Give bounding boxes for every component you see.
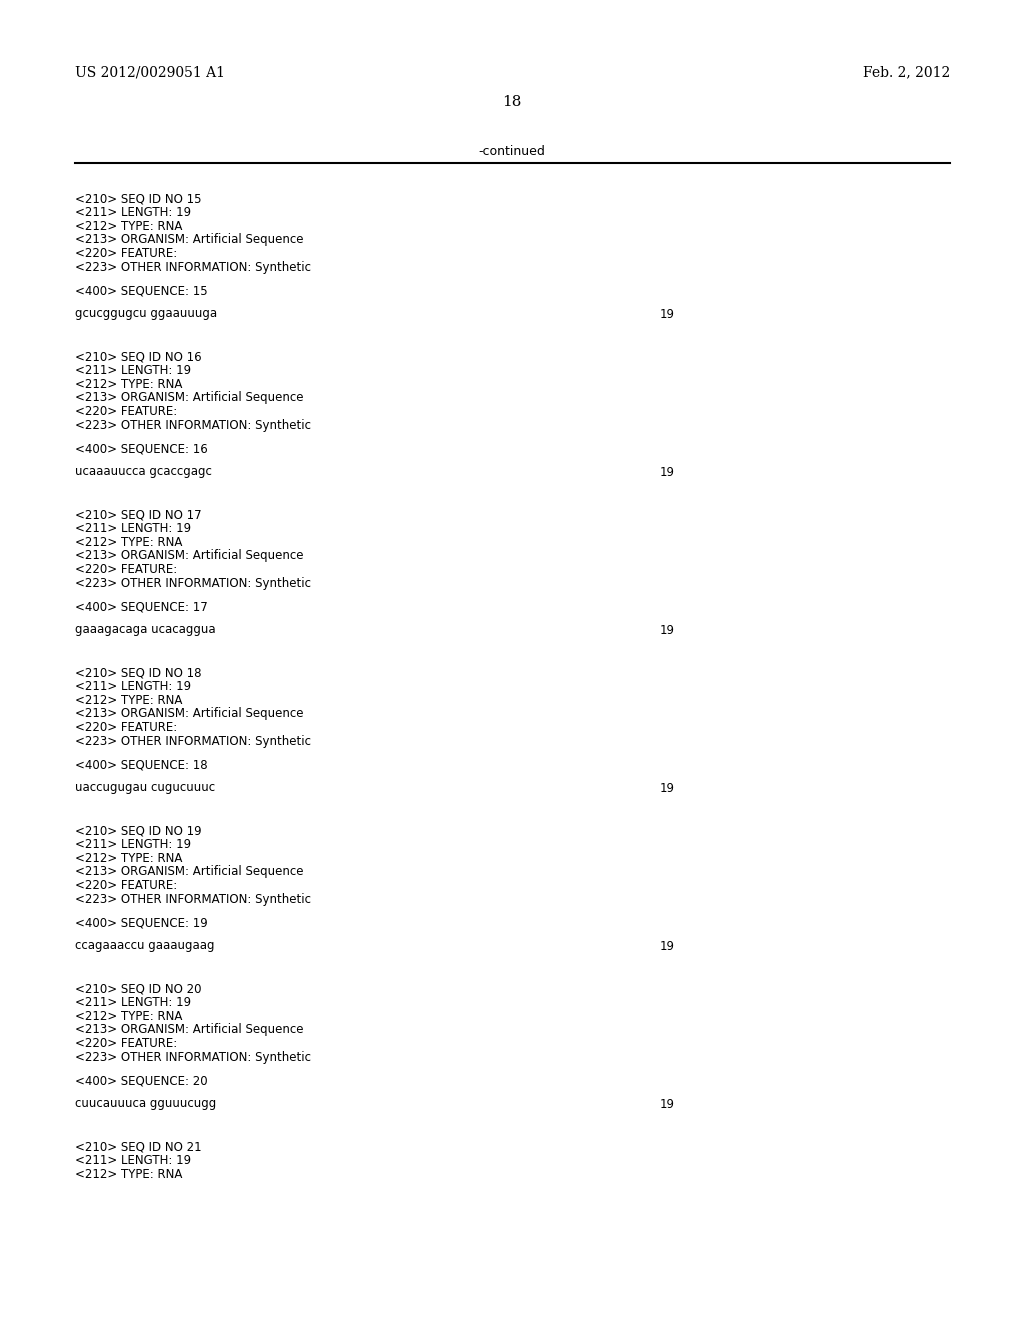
Text: <400> SEQUENCE: 18: <400> SEQUENCE: 18 bbox=[75, 758, 208, 771]
Text: <212> TYPE: RNA: <212> TYPE: RNA bbox=[75, 851, 182, 865]
Text: <223> OTHER INFORMATION: Synthetic: <223> OTHER INFORMATION: Synthetic bbox=[75, 260, 311, 273]
Text: <223> OTHER INFORMATION: Synthetic: <223> OTHER INFORMATION: Synthetic bbox=[75, 1051, 311, 1064]
Text: <223> OTHER INFORMATION: Synthetic: <223> OTHER INFORMATION: Synthetic bbox=[75, 577, 311, 590]
Text: <212> TYPE: RNA: <212> TYPE: RNA bbox=[75, 536, 182, 549]
Text: <210> SEQ ID NO 17: <210> SEQ ID NO 17 bbox=[75, 510, 202, 521]
Text: <220> FEATURE:: <220> FEATURE: bbox=[75, 405, 177, 418]
Text: <212> TYPE: RNA: <212> TYPE: RNA bbox=[75, 694, 182, 708]
Text: ccagaaaccu gaaaugaag: ccagaaaccu gaaaugaag bbox=[75, 940, 214, 953]
Text: 18: 18 bbox=[503, 95, 521, 110]
Text: <400> SEQUENCE: 19: <400> SEQUENCE: 19 bbox=[75, 916, 208, 929]
Text: <210> SEQ ID NO 18: <210> SEQ ID NO 18 bbox=[75, 667, 202, 680]
Text: uaccugugau cugucuuuc: uaccugugau cugucuuuc bbox=[75, 781, 215, 795]
Text: <220> FEATURE:: <220> FEATURE: bbox=[75, 879, 177, 892]
Text: <213> ORGANISM: Artificial Sequence: <213> ORGANISM: Artificial Sequence bbox=[75, 866, 303, 879]
Text: <211> LENGTH: 19: <211> LENGTH: 19 bbox=[75, 364, 191, 378]
Text: <210> SEQ ID NO 15: <210> SEQ ID NO 15 bbox=[75, 193, 202, 206]
Text: <400> SEQUENCE: 17: <400> SEQUENCE: 17 bbox=[75, 601, 208, 612]
Text: US 2012/0029051 A1: US 2012/0029051 A1 bbox=[75, 65, 225, 79]
Text: <210> SEQ ID NO 19: <210> SEQ ID NO 19 bbox=[75, 825, 202, 838]
Text: <223> OTHER INFORMATION: Synthetic: <223> OTHER INFORMATION: Synthetic bbox=[75, 892, 311, 906]
Text: <220> FEATURE:: <220> FEATURE: bbox=[75, 564, 177, 576]
Text: -continued: -continued bbox=[478, 145, 546, 158]
Text: <211> LENGTH: 19: <211> LENGTH: 19 bbox=[75, 838, 191, 851]
Text: 19: 19 bbox=[660, 308, 675, 321]
Text: <212> TYPE: RNA: <212> TYPE: RNA bbox=[75, 220, 182, 234]
Text: <220> FEATURE:: <220> FEATURE: bbox=[75, 247, 177, 260]
Text: 19: 19 bbox=[660, 1097, 675, 1110]
Text: Feb. 2, 2012: Feb. 2, 2012 bbox=[863, 65, 950, 79]
Text: 19: 19 bbox=[660, 466, 675, 479]
Text: <400> SEQUENCE: 16: <400> SEQUENCE: 16 bbox=[75, 442, 208, 455]
Text: <220> FEATURE:: <220> FEATURE: bbox=[75, 721, 177, 734]
Text: <211> LENGTH: 19: <211> LENGTH: 19 bbox=[75, 997, 191, 1010]
Text: <212> TYPE: RNA: <212> TYPE: RNA bbox=[75, 1010, 182, 1023]
Text: <213> ORGANISM: Artificial Sequence: <213> ORGANISM: Artificial Sequence bbox=[75, 708, 303, 721]
Text: cuucauuuca gguuucugg: cuucauuuca gguuucugg bbox=[75, 1097, 216, 1110]
Text: <210> SEQ ID NO 21: <210> SEQ ID NO 21 bbox=[75, 1140, 202, 1154]
Text: <211> LENGTH: 19: <211> LENGTH: 19 bbox=[75, 1155, 191, 1167]
Text: gaaagacaga ucacaggua: gaaagacaga ucacaggua bbox=[75, 623, 216, 636]
Text: <213> ORGANISM: Artificial Sequence: <213> ORGANISM: Artificial Sequence bbox=[75, 234, 303, 247]
Text: <213> ORGANISM: Artificial Sequence: <213> ORGANISM: Artificial Sequence bbox=[75, 549, 303, 562]
Text: 19: 19 bbox=[660, 623, 675, 636]
Text: ucaaauucca gcaccgagc: ucaaauucca gcaccgagc bbox=[75, 466, 212, 479]
Text: <213> ORGANISM: Artificial Sequence: <213> ORGANISM: Artificial Sequence bbox=[75, 392, 303, 404]
Text: <211> LENGTH: 19: <211> LENGTH: 19 bbox=[75, 523, 191, 536]
Text: <211> LENGTH: 19: <211> LENGTH: 19 bbox=[75, 206, 191, 219]
Text: <210> SEQ ID NO 20: <210> SEQ ID NO 20 bbox=[75, 983, 202, 997]
Text: <212> TYPE: RNA: <212> TYPE: RNA bbox=[75, 378, 182, 391]
Text: 19: 19 bbox=[660, 781, 675, 795]
Text: gcucggugcu ggaauuuga: gcucggugcu ggaauuuga bbox=[75, 308, 217, 321]
Text: <212> TYPE: RNA: <212> TYPE: RNA bbox=[75, 1168, 182, 1181]
Text: <223> OTHER INFORMATION: Synthetic: <223> OTHER INFORMATION: Synthetic bbox=[75, 734, 311, 747]
Text: <223> OTHER INFORMATION: Synthetic: <223> OTHER INFORMATION: Synthetic bbox=[75, 418, 311, 432]
Text: <220> FEATURE:: <220> FEATURE: bbox=[75, 1038, 177, 1049]
Text: <400> SEQUENCE: 20: <400> SEQUENCE: 20 bbox=[75, 1074, 208, 1086]
Text: <210> SEQ ID NO 16: <210> SEQ ID NO 16 bbox=[75, 351, 202, 364]
Text: 19: 19 bbox=[660, 940, 675, 953]
Text: <211> LENGTH: 19: <211> LENGTH: 19 bbox=[75, 681, 191, 693]
Text: <213> ORGANISM: Artificial Sequence: <213> ORGANISM: Artificial Sequence bbox=[75, 1023, 303, 1036]
Text: <400> SEQUENCE: 15: <400> SEQUENCE: 15 bbox=[75, 284, 208, 297]
